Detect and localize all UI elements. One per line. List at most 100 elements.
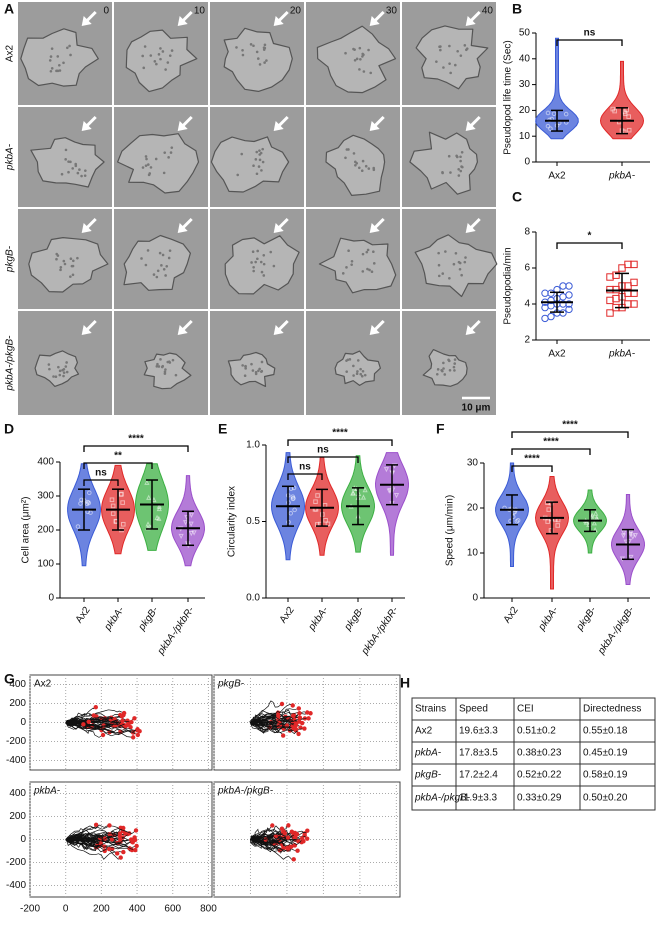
cell-texture <box>78 168 81 171</box>
point <box>546 507 552 512</box>
cell-texture <box>84 169 87 172</box>
cell-texture <box>440 368 443 372</box>
cell-texture <box>56 55 60 58</box>
cell-texture <box>256 257 259 261</box>
point <box>551 111 557 116</box>
arrow-head <box>273 223 284 233</box>
track <box>65 839 110 853</box>
cell-texture <box>459 155 462 159</box>
track-end <box>132 716 137 721</box>
arrow-head <box>465 223 476 233</box>
significance-label: ns <box>317 445 329 456</box>
track <box>250 839 288 850</box>
point <box>88 510 93 515</box>
track-end <box>86 719 91 724</box>
track-end <box>121 825 126 831</box>
cell-texture <box>62 61 65 65</box>
y-tick-label: 50 <box>519 28 531 39</box>
table-header: Strains <box>415 704 446 715</box>
track <box>250 830 303 846</box>
cell-texture <box>341 272 345 275</box>
track-end <box>106 846 112 852</box>
cell-texture <box>74 164 78 168</box>
cell-texture <box>140 257 143 260</box>
cell-texture <box>160 264 163 267</box>
cell-texture <box>365 250 369 254</box>
cell <box>123 234 191 291</box>
arrow-head <box>369 121 380 131</box>
cell-texture <box>372 166 376 170</box>
track-end <box>276 713 281 719</box>
point <box>145 525 151 531</box>
cell-texture <box>162 171 166 175</box>
arrow-head <box>369 16 380 26</box>
cell-texture <box>261 147 264 151</box>
cell-texture <box>58 69 62 72</box>
track-end <box>93 704 98 710</box>
cell-texture <box>255 150 259 154</box>
cell <box>20 28 99 87</box>
table-cell: pkgB- <box>414 770 442 781</box>
cell <box>318 237 397 294</box>
cell-texture <box>460 273 463 277</box>
cell-texture <box>352 374 355 377</box>
y-tick-label: 1.0 <box>246 440 260 451</box>
cell-texture <box>372 250 375 253</box>
track <box>65 839 118 860</box>
point <box>288 511 294 516</box>
y-tick-label: 400 <box>9 679 26 690</box>
cell-texture <box>254 372 258 376</box>
cell-texture <box>263 46 267 50</box>
track <box>65 722 104 730</box>
significance-label: **** <box>562 420 578 431</box>
y-tick-label: 6 <box>524 263 530 274</box>
track-end <box>109 837 115 842</box>
point <box>146 494 152 500</box>
y-tick-label: -200 <box>6 736 26 747</box>
cell-texture <box>58 369 62 373</box>
y-tick-label: 0.0 <box>246 593 260 604</box>
point <box>178 533 184 540</box>
track-end <box>299 836 305 841</box>
y-tick-label: 0 <box>524 157 530 168</box>
point <box>391 463 398 469</box>
y-tick-label: 0 <box>20 834 26 845</box>
x-tick-label: pkbA- <box>608 349 636 360</box>
y-tick-label: 40 <box>519 53 531 64</box>
cell-texture <box>366 267 369 271</box>
cell-texture <box>457 168 460 171</box>
cell-texture <box>364 164 368 168</box>
cell-texture <box>155 365 159 368</box>
cell-texture <box>367 48 370 52</box>
cell-texture <box>55 257 58 261</box>
tracks <box>64 704 142 740</box>
track-end <box>296 731 301 737</box>
track-end <box>297 711 302 716</box>
cell-texture <box>352 364 355 368</box>
track-end <box>305 828 310 833</box>
cell-texture <box>346 358 350 362</box>
track-end <box>102 836 108 841</box>
panel-label: A <box>4 1 14 17</box>
cell-texture <box>345 148 349 151</box>
track <box>250 721 299 735</box>
cell <box>34 350 80 387</box>
track-end <box>279 826 285 831</box>
cell-texture <box>442 361 445 365</box>
track <box>65 839 105 852</box>
track <box>65 834 136 851</box>
cell-texture <box>361 369 365 373</box>
cell-texture <box>262 274 266 277</box>
point <box>545 110 551 116</box>
arrow-head <box>177 325 188 335</box>
table-cell: 0.51±0.2 <box>517 726 556 737</box>
point <box>191 530 197 536</box>
time-label: 10 <box>194 6 206 17</box>
cell-texture <box>256 57 260 60</box>
cell-texture <box>141 54 144 58</box>
cell-texture <box>441 272 445 275</box>
point <box>109 497 115 503</box>
tracks <box>65 822 139 860</box>
cell-texture <box>69 275 72 278</box>
cell-texture <box>67 160 70 163</box>
